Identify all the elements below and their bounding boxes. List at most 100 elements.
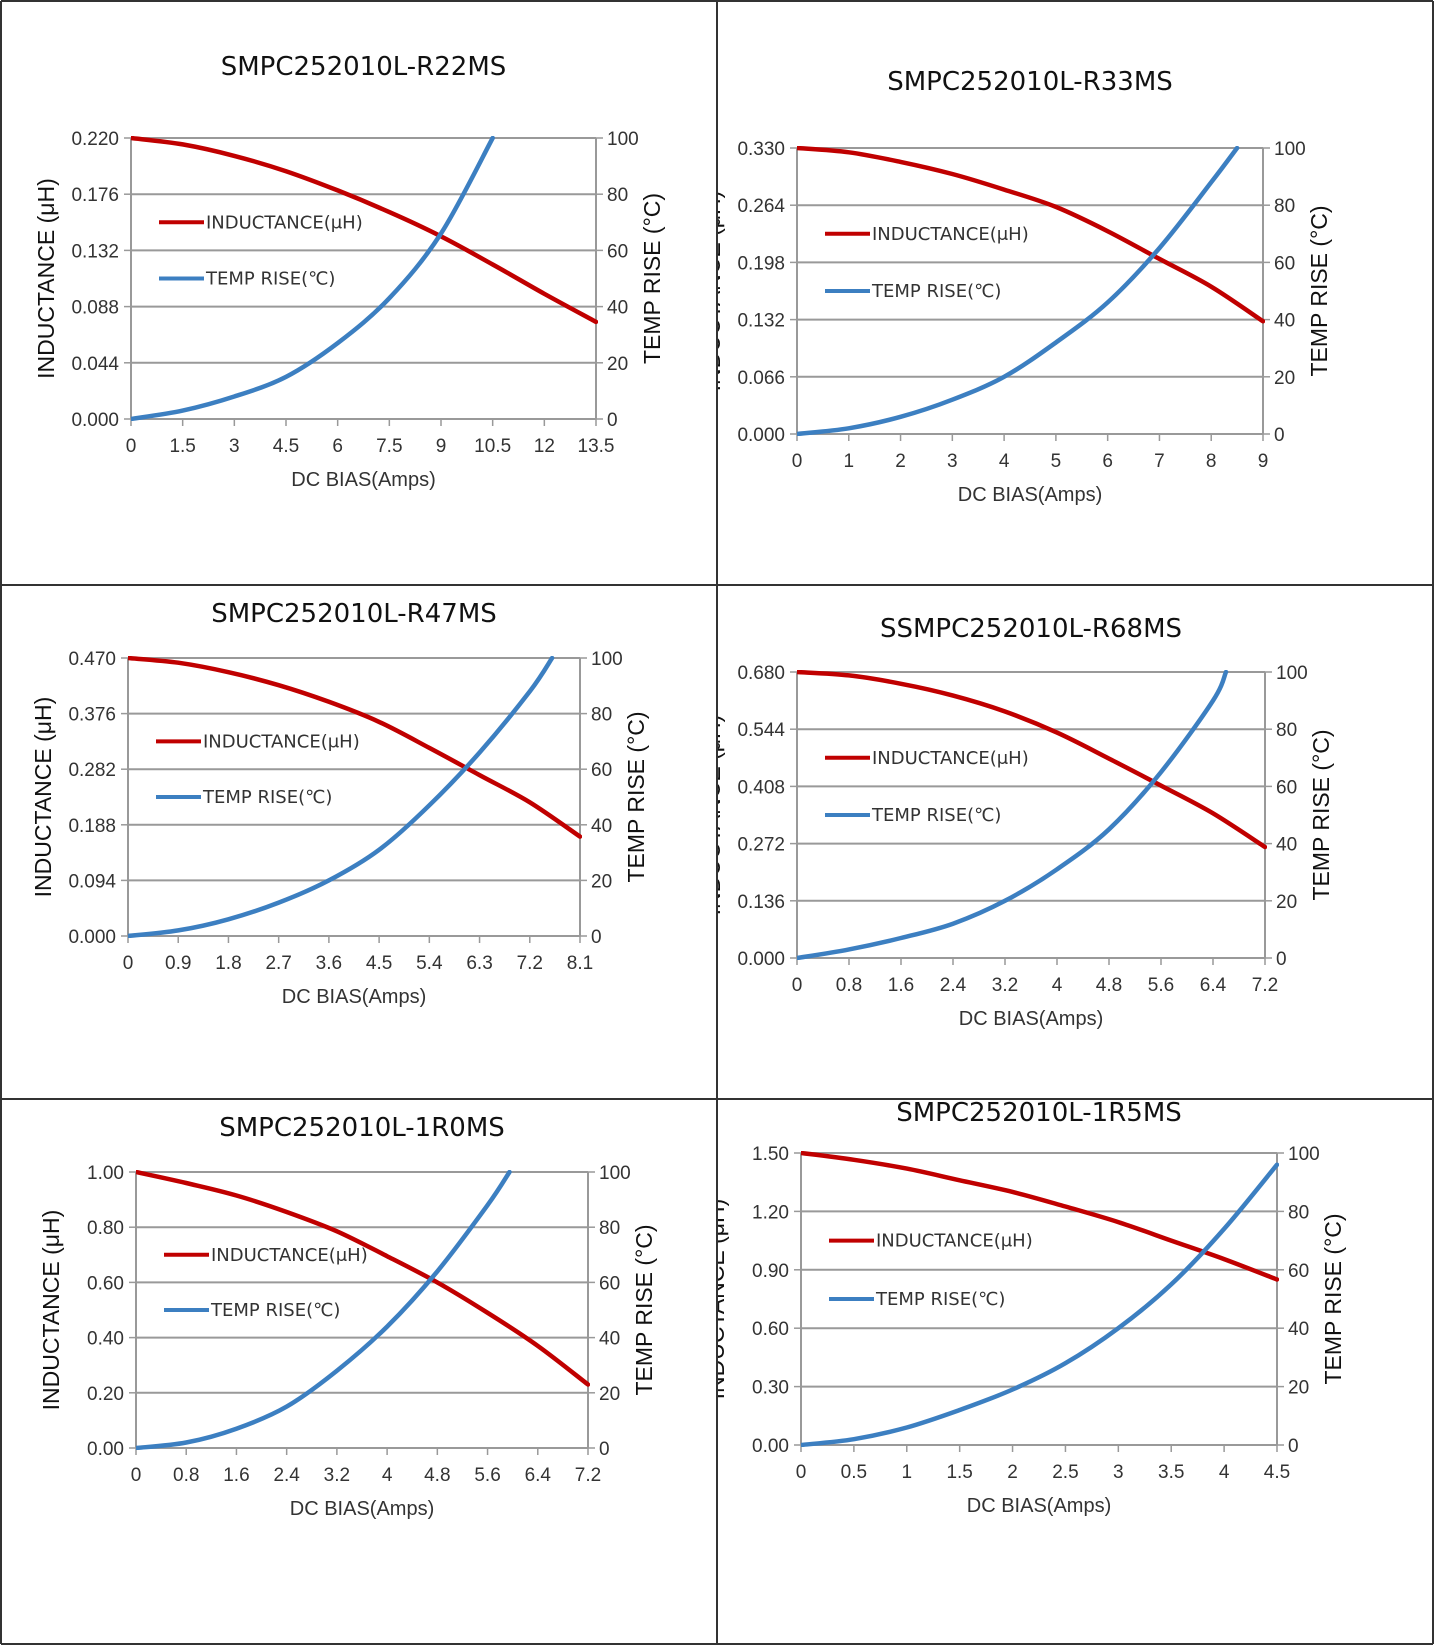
legend-label: INDUCTANCE(μH) bbox=[211, 1245, 368, 1266]
y2-tick-label: 20 bbox=[591, 871, 612, 892]
x-tick-label: 0 bbox=[131, 1465, 142, 1486]
x-tick-label: 4.5 bbox=[366, 953, 392, 974]
y2-tick-label: 40 bbox=[607, 298, 628, 319]
x-tick-label: 1.8 bbox=[215, 953, 241, 974]
x-tick-label: 4 bbox=[999, 451, 1010, 472]
x-tick-label: 9 bbox=[1258, 451, 1269, 472]
y2-tick-label: 20 bbox=[599, 1384, 620, 1405]
x-axis-label: DC BIAS(Amps) bbox=[959, 1008, 1103, 1030]
x-tick-label: 5.4 bbox=[416, 953, 443, 974]
legend-label: INDUCTANCE(μH) bbox=[203, 731, 360, 752]
legend-label: INDUCTANCE(μH) bbox=[872, 224, 1029, 245]
x-tick-label: 3 bbox=[947, 451, 958, 472]
x-tick-label: 7 bbox=[1154, 451, 1165, 472]
x-tick-label: 3.6 bbox=[316, 953, 342, 974]
y-tick-label: 0.680 bbox=[737, 663, 785, 684]
y-tick-label: 0.20 bbox=[87, 1384, 124, 1405]
y-tick-label: 1.20 bbox=[752, 1202, 789, 1223]
x-tick-label: 2.7 bbox=[265, 953, 291, 974]
legend-label: TEMP RISE(℃) bbox=[871, 805, 1001, 826]
chart-panel-r68: SSMPC252010L-R68MS 0.000 0.136 0.272 0.408 0.… bbox=[717, 585, 1434, 1099]
y-tick-label: 0.000 bbox=[737, 425, 785, 446]
y-axis-label: INDUCTANCE (μH) bbox=[38, 1210, 64, 1411]
chart-panel-1r5: SMPC252010L-1R5MS 0.00 0.30 0.60 0.90 1.20 1.5… bbox=[717, 1099, 1434, 1645]
inductance-series-line bbox=[128, 656, 582, 839]
chart-svg: SMPC252010L-R22MS 0.000 0.044 0.088 0.132 0.1… bbox=[33, 52, 665, 491]
y2-tick-label: 60 bbox=[1288, 1261, 1309, 1282]
y2-tick-label: 100 bbox=[591, 649, 623, 670]
x-tick-label: 0 bbox=[792, 975, 803, 996]
y2-tick-label: 0 bbox=[1274, 425, 1285, 446]
y2-tick-label: 60 bbox=[1276, 777, 1297, 798]
y2-tick-label: 40 bbox=[1288, 1319, 1309, 1340]
y2-tick-label: 100 bbox=[599, 1163, 631, 1184]
chart-panel-r22: SMPC252010L-R22MS 0.000 0.044 0.088 0.132 0.1… bbox=[0, 0, 717, 585]
y2-tick-label: 20 bbox=[1274, 368, 1295, 389]
chart-svg: SMPC252010L-R33MS 0.000 0.066 0.132 0.198 0.2… bbox=[717, 67, 1332, 506]
x-tick-label: 1.6 bbox=[888, 975, 914, 996]
chart-title: SMPC252010L-R22MS bbox=[221, 52, 507, 82]
x-tick-label: 0.9 bbox=[165, 953, 191, 974]
y-tick-label: 0.188 bbox=[68, 816, 116, 837]
temp-rise-series-line bbox=[136, 1170, 512, 1450]
x-tick-label: 2 bbox=[1007, 1462, 1018, 1483]
y-tick-label: 0.198 bbox=[737, 253, 785, 274]
x-axis-label: DC BIAS(Amps) bbox=[958, 484, 1102, 506]
x-tick-label: 4 bbox=[1052, 975, 1063, 996]
x-tick-label: 6 bbox=[332, 436, 343, 457]
y2-tick-label: 0 bbox=[607, 410, 618, 431]
inductance-series-line bbox=[801, 1151, 1279, 1282]
y2-tick-label: 0 bbox=[599, 1439, 610, 1460]
y-tick-label: 0.000 bbox=[737, 949, 785, 970]
x-tick-label: 7.5 bbox=[376, 436, 402, 457]
x-tick-label: 8 bbox=[1206, 451, 1217, 472]
temp-rise-series-line bbox=[797, 146, 1240, 436]
x-tick-label: 1.5 bbox=[946, 1462, 972, 1483]
y2-tick-label: 20 bbox=[607, 354, 628, 375]
x-tick-label: 7.2 bbox=[575, 1465, 601, 1486]
y-tick-label: 0.80 bbox=[87, 1218, 124, 1239]
x-tick-label: 4.5 bbox=[273, 436, 299, 457]
y2-axis-label: TEMP RISE (°C) bbox=[1320, 1213, 1346, 1384]
chart-title: SMPC252010L-1R0MS bbox=[219, 1113, 505, 1143]
y2-tick-label: 40 bbox=[1274, 311, 1295, 332]
x-tick-label: 0 bbox=[796, 1462, 807, 1483]
inductance-series-line bbox=[136, 1170, 590, 1387]
x-tick-label: 6 bbox=[1102, 451, 1113, 472]
x-tick-label: 3 bbox=[1113, 1462, 1124, 1483]
y-tick-label: 0.330 bbox=[737, 139, 785, 160]
y-tick-label: 0.264 bbox=[737, 196, 785, 217]
x-axis-label: DC BIAS(Amps) bbox=[290, 1498, 434, 1520]
y-axis-label: INDUCTANCE (μH) bbox=[30, 697, 56, 898]
y-tick-label: 0.132 bbox=[737, 311, 785, 332]
y-tick-label: 0.066 bbox=[737, 368, 785, 389]
y-tick-label: 0.408 bbox=[737, 777, 785, 798]
x-tick-label: 1.5 bbox=[169, 436, 195, 457]
y-tick-label: 0.00 bbox=[87, 1439, 124, 1460]
y2-axis-label: TEMP RISE (°C) bbox=[631, 1224, 657, 1395]
legend-label: INDUCTANCE(μH) bbox=[872, 748, 1029, 769]
y-tick-label: 0.90 bbox=[752, 1261, 789, 1282]
y-tick-label: 0.220 bbox=[71, 129, 119, 150]
legend-label: TEMP RISE(℃) bbox=[210, 1300, 340, 1321]
y-axis-label: INDUCTANCE (μH) bbox=[33, 178, 59, 379]
y-tick-label: 1.50 bbox=[752, 1144, 789, 1165]
inductance-series-line bbox=[797, 670, 1267, 850]
inductance-series-line bbox=[131, 136, 598, 325]
y-tick-label: 0.470 bbox=[68, 649, 116, 670]
y2-tick-label: 40 bbox=[591, 816, 612, 837]
x-tick-label: 12 bbox=[534, 436, 555, 457]
x-tick-label: 2.5 bbox=[1052, 1462, 1078, 1483]
temp-rise-series-line bbox=[128, 656, 555, 938]
x-tick-label: 7.2 bbox=[1252, 975, 1278, 996]
y-tick-label: 0.000 bbox=[68, 927, 116, 948]
x-tick-label: 2.4 bbox=[273, 1465, 300, 1486]
y-tick-label: 0.094 bbox=[68, 871, 116, 892]
x-tick-label: 6.3 bbox=[466, 953, 492, 974]
y2-tick-label: 80 bbox=[1276, 720, 1297, 741]
y-tick-label: 0.176 bbox=[71, 185, 119, 206]
y2-tick-label: 40 bbox=[1276, 835, 1297, 856]
y2-tick-label: 80 bbox=[1274, 196, 1295, 217]
x-tick-label: 0.8 bbox=[173, 1465, 199, 1486]
